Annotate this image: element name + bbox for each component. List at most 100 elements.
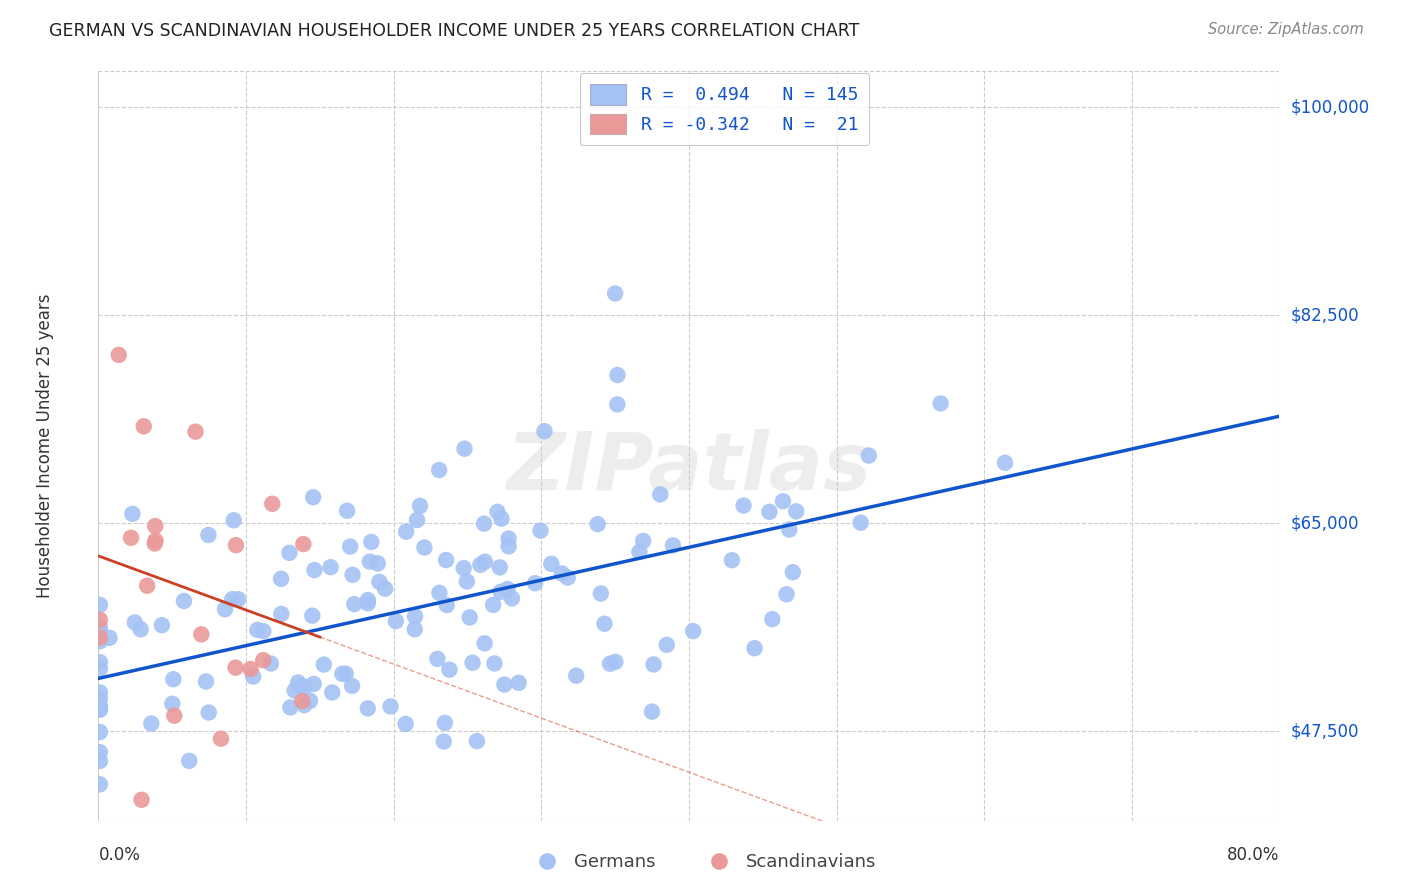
Point	[761, 612, 783, 626]
Point	[89, 598, 111, 612]
Point	[89, 662, 111, 676]
Point	[357, 593, 380, 607]
Point	[456, 574, 478, 589]
Text: $82,500: $82,500	[1291, 306, 1360, 324]
Point	[782, 566, 804, 580]
Point	[586, 517, 609, 532]
Point	[858, 449, 880, 463]
Point	[540, 557, 562, 571]
Point	[682, 624, 704, 638]
Point	[605, 655, 627, 669]
Point	[195, 674, 218, 689]
Point	[631, 533, 654, 548]
Point	[533, 424, 555, 438]
Point	[359, 555, 381, 569]
Point	[628, 545, 651, 559]
Point	[433, 715, 456, 730]
Point	[357, 701, 380, 715]
Point	[434, 553, 457, 567]
Point	[302, 490, 325, 504]
Point	[221, 592, 243, 607]
Point	[89, 703, 111, 717]
Point	[557, 571, 579, 585]
Point	[120, 531, 142, 545]
Point	[294, 680, 316, 694]
Point	[335, 666, 357, 681]
Point	[453, 561, 475, 575]
Point	[778, 523, 800, 537]
Text: Householder Income Under 25 years: Householder Income Under 25 years	[37, 293, 55, 599]
Point	[436, 598, 458, 612]
Point	[643, 657, 665, 672]
Point	[929, 396, 952, 410]
Point	[132, 419, 155, 434]
Point	[606, 368, 628, 382]
Point	[488, 560, 510, 574]
Point	[662, 538, 685, 552]
Point	[524, 576, 547, 591]
Legend: Germans, Scandinavians: Germans, Scandinavians	[522, 847, 884, 879]
Point	[498, 540, 520, 554]
Point	[380, 699, 402, 714]
Point	[121, 507, 143, 521]
Point	[785, 504, 807, 518]
Point	[758, 505, 780, 519]
Point	[367, 557, 389, 571]
Point	[465, 734, 488, 748]
Point	[226, 592, 249, 607]
Point	[427, 463, 450, 477]
Point	[486, 505, 509, 519]
Point	[565, 668, 588, 682]
Point	[385, 614, 408, 628]
Text: $65,000: $65,000	[1291, 515, 1360, 533]
Point	[655, 638, 678, 652]
Point	[494, 677, 516, 691]
Point	[599, 657, 621, 671]
Point	[89, 625, 111, 640]
Text: 0.0%: 0.0%	[98, 846, 141, 863]
Point	[225, 660, 247, 674]
Point	[404, 609, 426, 624]
Point	[131, 793, 153, 807]
Point	[394, 717, 416, 731]
Point	[163, 708, 186, 723]
Point	[184, 425, 207, 439]
Point	[472, 516, 495, 531]
Point	[301, 608, 323, 623]
Point	[141, 716, 163, 731]
Point	[474, 555, 496, 569]
Point	[606, 397, 628, 411]
Point	[89, 777, 111, 791]
Text: GERMAN VS SCANDINAVIAN HOUSEHOLDER INCOME UNDER 25 YEARS CORRELATION CHART: GERMAN VS SCANDINAVIAN HOUSEHOLDER INCOM…	[49, 22, 859, 40]
Point	[89, 613, 111, 627]
Point	[470, 558, 492, 572]
Text: Source: ZipAtlas.com: Source: ZipAtlas.com	[1208, 22, 1364, 37]
Point	[252, 624, 274, 639]
Point	[491, 511, 513, 525]
Point	[508, 675, 530, 690]
Point	[744, 641, 766, 656]
Point	[136, 579, 159, 593]
Point	[179, 754, 201, 768]
Point	[89, 702, 111, 716]
Point	[395, 524, 418, 539]
Point	[89, 620, 111, 634]
Point	[280, 700, 302, 714]
Point	[733, 499, 755, 513]
Point	[650, 487, 672, 501]
Point	[772, 494, 794, 508]
Point	[197, 528, 219, 542]
Point	[343, 597, 366, 611]
Point	[222, 513, 245, 527]
Point	[242, 669, 264, 683]
Point	[474, 636, 496, 650]
Point	[409, 499, 432, 513]
Point	[89, 685, 111, 699]
Point	[433, 734, 456, 748]
Point	[107, 348, 129, 362]
Point	[484, 657, 506, 671]
Point	[145, 533, 167, 548]
Point	[489, 584, 512, 599]
Point	[225, 538, 247, 552]
Point	[426, 652, 449, 666]
